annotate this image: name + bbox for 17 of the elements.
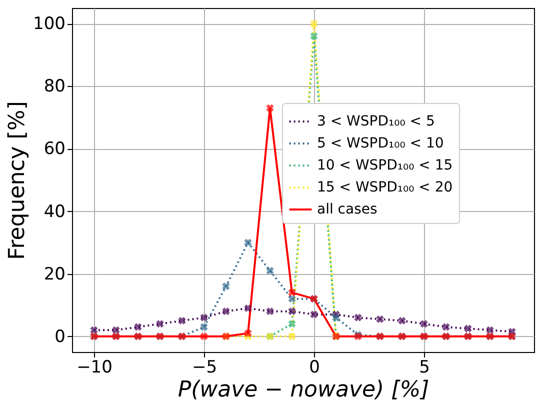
legend-label: 5 < WSPD₁₀₀ < 10: [317, 136, 444, 152]
legend-label: 15 < WSPD₁₀₀ < 20: [317, 180, 453, 196]
y-axis-title: Frequency [%]: [5, 101, 30, 260]
y-tick-label: 40: [44, 202, 66, 222]
x-tick-label: 5: [419, 358, 430, 378]
x-tick-label: 0: [309, 358, 320, 378]
x-axis-title: P(wave − nowave) [%]: [178, 378, 430, 402]
y-tick-label: 60: [44, 139, 66, 160]
legend-label: all cases: [317, 202, 378, 218]
legend-label: 3 < WSPD₁₀₀ < 5: [317, 114, 435, 130]
legend-label: 10 < WSPD₁₀₀ < 15: [317, 158, 453, 174]
x-tick-label: −10: [76, 358, 112, 378]
x-tick-label: −5: [192, 358, 218, 378]
y-tick-label: 80: [44, 76, 66, 97]
y-tick-label: 20: [44, 264, 66, 284]
y-tick-label: 0: [54, 326, 66, 347]
y-tick-label: 100: [33, 14, 66, 34]
